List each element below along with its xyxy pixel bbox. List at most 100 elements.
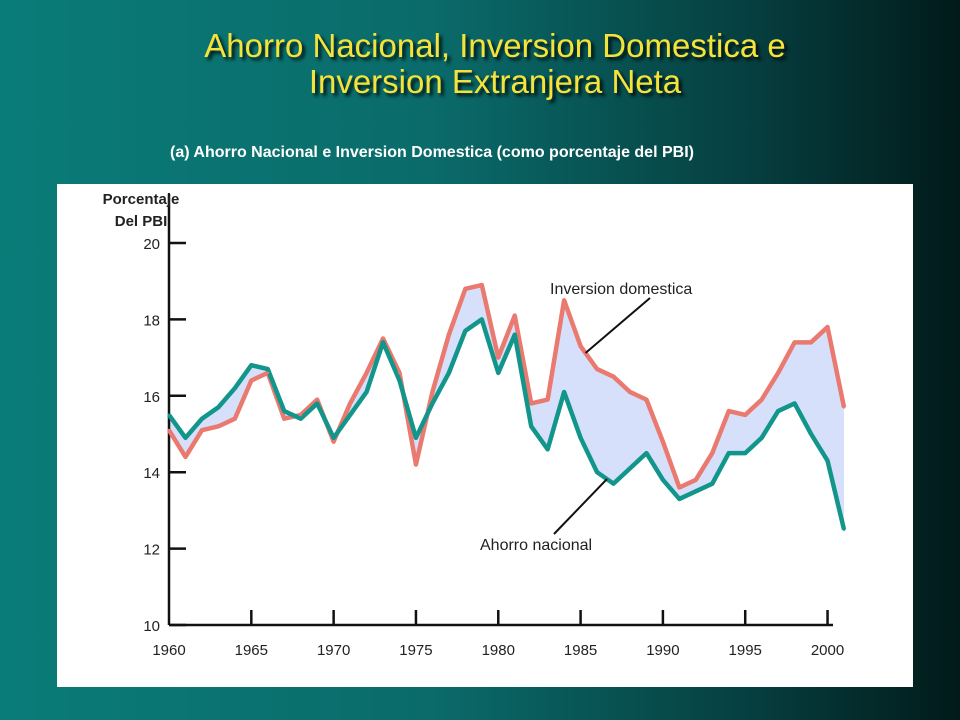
x-tick-label: 1965 xyxy=(235,642,268,659)
point-ahorro-nacional xyxy=(546,447,550,451)
point-ahorro-nacional xyxy=(710,482,714,486)
point-ahorro-nacional xyxy=(200,417,204,421)
point-ahorro-nacional xyxy=(266,367,270,371)
point-inversion-domestica xyxy=(645,398,648,402)
point-ahorro-nacional xyxy=(398,379,401,382)
point-ahorro-nacional xyxy=(496,371,500,375)
point-ahorro-nacional xyxy=(776,409,780,413)
point-inversion-domestica xyxy=(365,371,368,375)
point-inversion-domestica xyxy=(184,455,187,459)
point-inversion-domestica xyxy=(398,371,401,375)
chart-subtitle: (a) Ahorro Nacional e Inversion Domestic… xyxy=(170,144,694,161)
point-ahorro-nacional xyxy=(645,451,648,455)
chart-panel: 10 12 14 16 18 20 1960 1965 1970 1975 1980 1985 1990… xyxy=(57,184,913,687)
point-ahorro-nacional xyxy=(348,413,352,417)
point-ahorro-nacional xyxy=(381,340,385,344)
point-inversion-domestica xyxy=(760,398,764,402)
point-inversion-domestica xyxy=(826,325,829,329)
x-tick-label: 1970 xyxy=(317,642,350,659)
point-inversion-domestica xyxy=(793,340,797,344)
point-inversion-domestica xyxy=(727,409,731,413)
point-inversion-domestica xyxy=(776,371,780,375)
point-inversion-domestica xyxy=(233,417,237,421)
point-ahorro-nacional xyxy=(299,417,303,421)
x-tick-label: 1995 xyxy=(729,642,762,659)
point-ahorro-nacional xyxy=(579,436,582,440)
point-inversion-domestica xyxy=(743,413,747,417)
point-ahorro-nacional xyxy=(661,478,665,482)
y-tick-label: 12 xyxy=(143,542,160,559)
point-ahorro-nacional xyxy=(809,432,813,436)
x-tick-label: 1960 xyxy=(152,642,185,659)
point-inversion-domestica xyxy=(612,375,615,379)
point-ahorro-nacional xyxy=(414,436,418,440)
point-inversion-domestica xyxy=(249,379,253,382)
point-inversion-domestica xyxy=(562,298,566,302)
point-inversion-domestica xyxy=(710,451,714,455)
point-inversion-domestica xyxy=(579,344,582,348)
point-ahorro-nacional xyxy=(628,466,632,470)
point-ahorro-nacional xyxy=(332,436,336,440)
slide-title-line-2: Inversion Extranjera Neta xyxy=(308,63,682,100)
point-ahorro-nacional xyxy=(743,451,747,455)
line-chart: 10 12 14 16 18 20 1960 1965 1970 1975 1980 1985 1990… xyxy=(143,194,847,659)
y-axis-label: Porcentaje Del PBI xyxy=(81,189,201,233)
slide-title: Ahorro Nacional, Inversion Domestica e I… xyxy=(40,28,950,100)
x-tick-label: 1975 xyxy=(399,642,432,659)
point-inversion-domestica xyxy=(447,333,451,337)
point-inversion-domestica xyxy=(628,390,632,394)
point-inversion-domestica xyxy=(842,405,846,409)
y-tick-label: 10 xyxy=(143,618,160,635)
point-ahorro-nacional xyxy=(463,329,467,333)
point-ahorro-nacional xyxy=(167,413,171,417)
y-axis-label-line-1: Porcentaje xyxy=(102,191,180,208)
point-inversion-domestica xyxy=(282,417,286,421)
point-inversion-domestica xyxy=(299,413,303,417)
point-ahorro-nacional xyxy=(216,405,220,409)
point-ahorro-nacional xyxy=(529,424,533,428)
annotation-ahorro-nacional: Ahorro nacional xyxy=(480,537,592,554)
point-inversion-domestica xyxy=(216,424,220,428)
point-inversion-domestica xyxy=(694,478,698,482)
point-ahorro-nacional xyxy=(595,470,599,474)
point-ahorro-nacional xyxy=(431,402,434,405)
point-inversion-domestica xyxy=(480,283,484,287)
point-inversion-domestica xyxy=(167,428,171,432)
series-line-ahorro-nacional xyxy=(167,317,847,531)
series-line-inversion-domestica xyxy=(167,282,847,490)
point-inversion-domestica xyxy=(200,428,204,432)
point-ahorro-nacional xyxy=(612,482,615,486)
x-tick-label: 1985 xyxy=(564,642,597,659)
annotation-leader-ahorro xyxy=(553,478,608,535)
point-inversion-domestica xyxy=(463,287,467,291)
y-tick-label: 16 xyxy=(143,389,160,406)
point-inversion-domestica xyxy=(348,402,352,405)
annotation-inversion-domestica: Inversion domestica xyxy=(550,281,692,298)
point-ahorro-nacional xyxy=(760,436,764,440)
x-tick-label: 2000 xyxy=(811,642,844,659)
point-inversion-domestica xyxy=(513,314,517,317)
y-tick-label: 18 xyxy=(143,312,160,329)
point-inversion-domestica xyxy=(431,390,434,394)
point-inversion-domestica xyxy=(315,398,319,402)
point-ahorro-nacional xyxy=(793,402,797,405)
point-ahorro-nacional xyxy=(282,409,286,413)
y-tick-label: 14 xyxy=(143,465,160,482)
point-inversion-domestica xyxy=(266,371,270,375)
point-ahorro-nacional xyxy=(513,333,517,337)
point-inversion-domestica xyxy=(381,337,385,340)
point-inversion-domestica xyxy=(661,440,665,444)
point-ahorro-nacional xyxy=(842,528,846,531)
point-inversion-domestica xyxy=(332,440,336,444)
point-inversion-domestica xyxy=(677,486,681,489)
point-inversion-domestica xyxy=(496,356,500,359)
gap-fill-area xyxy=(169,285,844,530)
point-ahorro-nacional xyxy=(249,363,253,367)
point-inversion-domestica xyxy=(809,340,813,344)
point-ahorro-nacional xyxy=(677,497,681,501)
point-ahorro-nacional xyxy=(727,451,731,455)
point-inversion-domestica xyxy=(529,402,533,405)
point-inversion-domestica xyxy=(595,367,599,371)
point-ahorro-nacional xyxy=(480,318,484,321)
point-inversion-domestica xyxy=(414,463,418,466)
